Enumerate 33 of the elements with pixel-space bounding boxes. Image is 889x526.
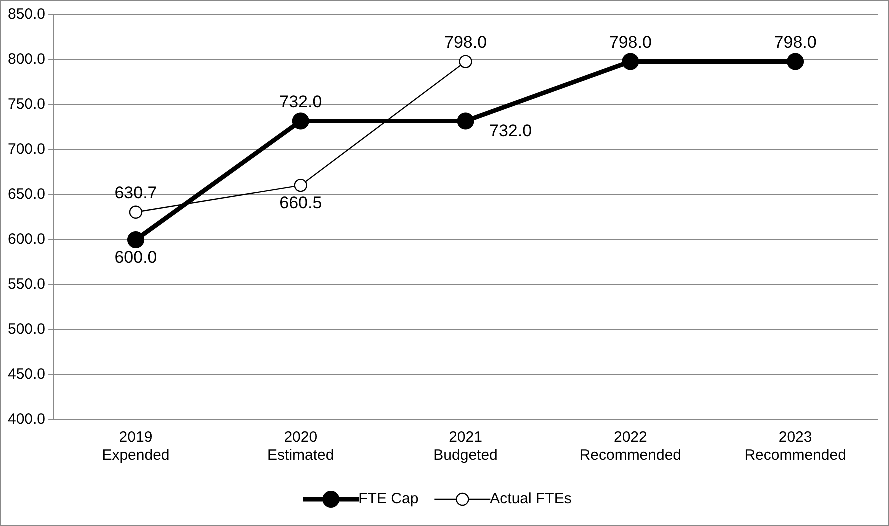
point	[787, 53, 804, 70]
y-tick-label: 550.0	[8, 276, 46, 294]
point	[292, 112, 310, 130]
point	[127, 232, 144, 248]
point	[622, 53, 640, 70]
y-tick-label: 600.0	[8, 231, 46, 248]
point	[457, 112, 474, 130]
y-tick-label: 400.0	[8, 411, 46, 428]
point	[129, 206, 143, 219]
x-tick-label: 2021 Budgeted	[434, 429, 498, 464]
y-tick-label: 850.0	[8, 6, 46, 24]
point	[294, 178, 308, 192]
y-tick-label: 750.0	[8, 96, 46, 114]
x-tick-label: 2019 Expended	[102, 429, 170, 464]
x-tick-label: 2022 Recommended	[580, 429, 682, 464]
y-tick-label: 700.0	[8, 141, 46, 158]
point	[459, 55, 472, 68]
data-label: 798.0	[774, 32, 817, 52]
legend-label: FTE Cap	[358, 490, 419, 508]
x-tick-label: 2020 Estimated	[268, 429, 334, 464]
y-tick-label: 800.0	[8, 51, 46, 68]
data-label: 732.0	[489, 121, 532, 140]
data-label: 732.0	[280, 92, 322, 112]
data-label: 798.0	[444, 32, 488, 52]
data-label: 600.0	[114, 248, 158, 268]
y-tick-label: 500.0	[8, 321, 46, 338]
y-tick-label: 450.0	[8, 366, 46, 384]
x-tick-label: 2023 Recommended	[744, 429, 846, 464]
data-label: 630.7	[114, 184, 158, 203]
y-tick-label: 650.0	[8, 186, 46, 204]
data-label: 660.5	[280, 194, 322, 213]
legend-label: Actual FTEs	[490, 490, 572, 508]
data-label: 798.0	[609, 32, 652, 52]
